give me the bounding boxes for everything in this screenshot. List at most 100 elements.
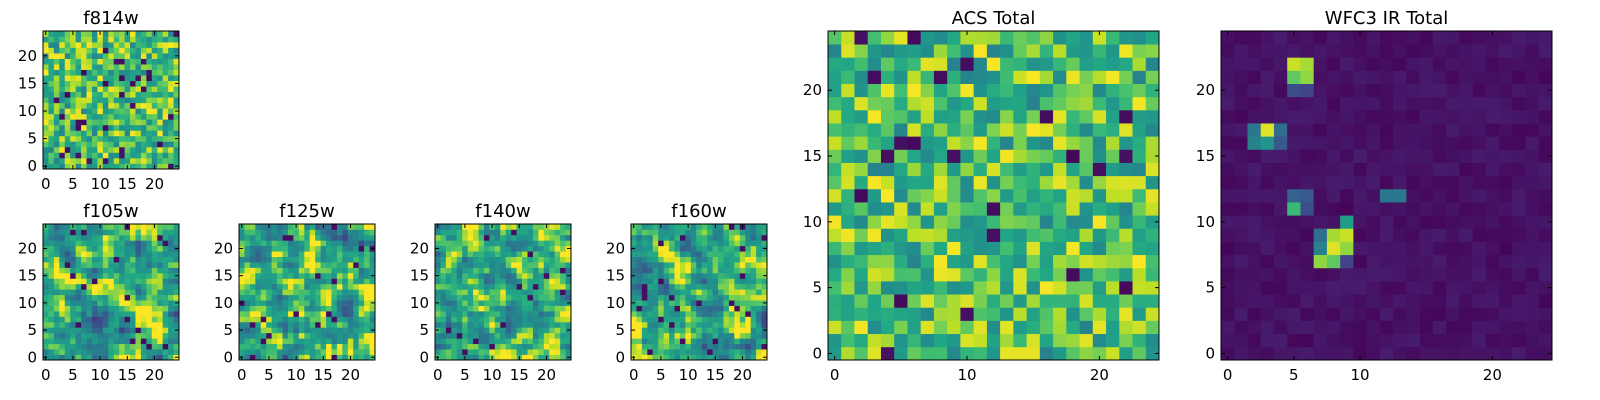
heatmap-cell — [1247, 175, 1262, 190]
heatmap-cell — [239, 240, 245, 247]
x-tick-label: 0 — [1223, 366, 1233, 384]
heatmap-cell — [679, 256, 686, 263]
heatmap-cell — [113, 97, 120, 104]
heatmap-cell — [64, 311, 71, 317]
heatmap-cell — [920, 202, 935, 216]
heatmap-cell — [489, 262, 496, 268]
heatmap-cell — [867, 149, 882, 163]
heatmap-cell — [91, 47, 98, 54]
heatmap-cell — [554, 251, 561, 257]
heatmap-cell — [1485, 228, 1500, 242]
heatmap-cell — [342, 294, 349, 301]
heatmap-cell — [1419, 202, 1434, 216]
heatmap-cell — [867, 123, 882, 137]
heatmap-cell — [1485, 254, 1500, 269]
heatmap-cell — [157, 245, 164, 252]
heatmap-cell — [70, 58, 76, 65]
heatmap-cell — [549, 294, 556, 301]
heatmap-cell — [353, 343, 360, 350]
heatmap-cell — [1079, 96, 1094, 111]
heatmap-cell — [669, 305, 675, 312]
heatmap-cell — [369, 240, 376, 247]
heatmap-cell — [1039, 162, 1054, 177]
heatmap-cell — [331, 332, 338, 339]
heatmap-cell — [119, 305, 125, 312]
heatmap-cell — [157, 31, 164, 37]
heatmap-cell — [271, 349, 278, 355]
heatmap-cell — [451, 262, 458, 268]
heatmap-cell — [669, 262, 675, 268]
heatmap-cell — [723, 256, 730, 263]
heatmap-cell — [1538, 123, 1553, 137]
heatmap-cell — [64, 245, 71, 252]
heatmap-cell — [1013, 294, 1027, 308]
heatmap-cell — [119, 119, 125, 126]
heatmap-cell — [631, 338, 637, 345]
heatmap-cell — [828, 307, 842, 321]
heatmap-cell — [108, 146, 115, 153]
heatmap-cell — [696, 332, 703, 339]
heatmap-cell — [489, 305, 496, 312]
heatmap-cell — [527, 300, 534, 306]
heatmap-cell — [1145, 307, 1160, 321]
heatmap-cell — [75, 141, 82, 148]
heatmap-cell — [260, 343, 267, 350]
heatmap-cell — [1106, 44, 1120, 58]
heatmap-cell — [701, 262, 708, 268]
heatmap-cell — [658, 278, 664, 285]
heatmap-cell — [168, 262, 174, 268]
heatmap-cell — [478, 327, 485, 334]
heatmap-cell — [277, 256, 283, 263]
heatmap-cell — [440, 229, 447, 236]
heatmap-cell — [1026, 136, 1041, 150]
heatmap-cell — [1119, 215, 1133, 229]
heatmap-cell — [135, 354, 142, 361]
heatmap-cell — [880, 320, 895, 335]
heatmap-cell — [880, 109, 895, 124]
heatmap-cell — [102, 256, 109, 263]
heatmap-cell — [1132, 202, 1147, 216]
heatmap-cell — [828, 44, 842, 58]
heatmap-cell — [140, 119, 147, 126]
heatmap-cell — [1419, 136, 1434, 150]
heatmap-cell — [674, 267, 681, 274]
heatmap-cell — [679, 289, 686, 296]
heatmap-cell — [64, 64, 71, 70]
heatmap-cell — [86, 354, 93, 361]
heatmap-cell — [59, 113, 66, 120]
heatmap-cell — [1432, 215, 1447, 229]
heatmap-cell — [1026, 149, 1041, 163]
heatmap-cell — [1353, 136, 1367, 150]
heatmap-cell — [652, 262, 659, 268]
heatmap-cell — [867, 241, 882, 256]
heatmap-cell — [282, 354, 289, 361]
heatmap-cell — [336, 311, 343, 317]
heatmap-cell — [712, 327, 719, 334]
heatmap-cell — [1079, 294, 1094, 308]
heatmap-cell — [364, 251, 370, 257]
heatmap-cell — [1092, 267, 1107, 282]
heatmap-cell — [1300, 31, 1315, 45]
heatmap-cell — [130, 327, 136, 334]
heatmap-cell — [745, 272, 752, 279]
heatmap-cell — [1472, 202, 1487, 216]
heatmap-cell — [1353, 254, 1367, 269]
heatmap-cell — [947, 241, 961, 256]
heatmap-cell — [1221, 109, 1235, 124]
y-tick-label: 0 — [615, 348, 625, 366]
heatmap-cell — [565, 349, 572, 355]
heatmap-cell — [973, 241, 988, 256]
x-tick-label: 0 — [41, 175, 51, 193]
heatmap-cell — [451, 332, 458, 339]
heatmap-cell — [636, 338, 643, 345]
heatmap-cell — [287, 300, 294, 306]
heatmap-cell — [81, 327, 87, 334]
heatmap-cell — [64, 224, 71, 230]
heatmap-cell — [560, 316, 566, 323]
heatmap-cell — [326, 321, 332, 328]
heatmap-cell — [641, 354, 648, 361]
heatmap-cell — [986, 346, 1001, 361]
heatmap-cell — [560, 283, 566, 290]
heatmap-cell — [960, 333, 974, 348]
heatmap-cell — [483, 327, 490, 334]
